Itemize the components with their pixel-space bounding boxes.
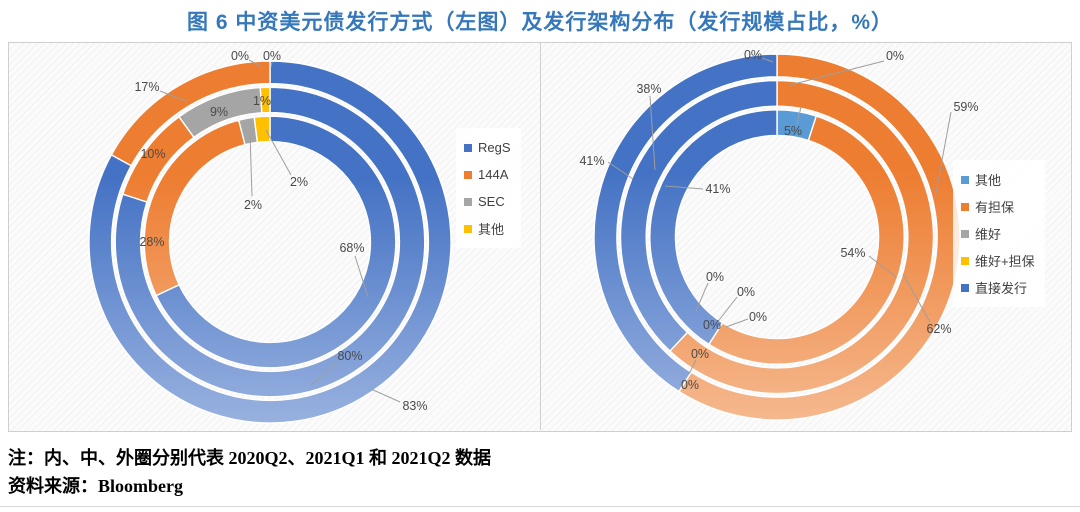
legend-swatch <box>961 256 969 265</box>
legend-label: RegS <box>478 140 511 155</box>
data-label-维好-2020Q2: 0% <box>749 310 767 324</box>
label-leader-line <box>159 90 187 102</box>
donut-slice-有担保-2021Q1 <box>668 79 935 395</box>
data-label-直接发行-2021Q2: 41% <box>579 154 604 168</box>
legend-item-144A: 144A <box>464 161 511 188</box>
donut-slice-144A-2021Q2 <box>110 60 271 167</box>
legend-swatch <box>464 170 472 179</box>
panel-divider <box>540 43 541 430</box>
donut-slice-其他-2021Q1 <box>259 86 271 114</box>
legend-label: 有担保 <box>975 200 1015 215</box>
data-label-SEC-2021Q2: 0% <box>231 49 249 63</box>
legend-swatch <box>464 143 472 152</box>
legend-label: 其他 <box>975 173 1002 188</box>
donut-slice-RegS-2020Q2 <box>155 115 397 369</box>
label-leader-line <box>868 255 897 278</box>
legend-swatch <box>961 202 969 211</box>
label-leader-line <box>248 59 263 68</box>
legend-item-其他: 其他 <box>464 215 511 242</box>
label-leader-line <box>695 282 709 312</box>
data-label-维好+担保-2021Q1: 0% <box>737 285 755 299</box>
data-label-维好-2021Q1: 0% <box>706 270 724 284</box>
label-leader-line <box>370 388 401 403</box>
label-leader-line <box>270 61 273 68</box>
donut-slice-直接发行-2021Q2 <box>593 53 778 393</box>
figure-note: 注：内、中、外圈分别代表 2020Q2、2021Q1 和 2021Q2 数据 <box>8 448 492 468</box>
label-leader-line <box>761 57 774 63</box>
label-leader-line <box>265 129 292 176</box>
legend-label: 维好+担保 <box>975 254 1035 269</box>
legend-label: 144A <box>478 167 509 182</box>
legend-label: SEC <box>478 194 505 209</box>
legend-swatch <box>961 283 969 292</box>
label-leader-line <box>796 106 802 125</box>
data-label-维好+担保-2020Q2: 0% <box>703 318 721 332</box>
data-label-SEC-2021Q1: 9% <box>210 105 228 119</box>
legend-label: 直接发行 <box>975 281 1028 296</box>
legend-swatch <box>464 224 472 233</box>
data-label-其他-2021Q1: 1% <box>253 94 271 108</box>
legend-left: RegS 144A SEC 其他 <box>456 128 521 248</box>
data-label-RegS-2021Q2: 83% <box>402 399 427 413</box>
data-label-RegS-2021Q1: 80% <box>337 349 362 363</box>
label-leader-line <box>249 133 253 197</box>
legend-item-直接发行: 直接发行 <box>961 274 1035 301</box>
label-leader-line <box>354 255 369 298</box>
donut-slice-RegS-2021Q1 <box>114 86 426 398</box>
legend-item-维好+担保: 维好+担保 <box>961 247 1035 274</box>
donut-slice-其他-2020Q2 <box>253 115 271 144</box>
data-label-其他-2021Q1: 0% <box>886 49 904 63</box>
donut-slice-直接发行-2021Q1 <box>619 79 778 353</box>
legend-item-RegS: RegS <box>464 134 511 161</box>
legend-swatch <box>961 175 969 184</box>
data-label-有担保-2021Q1: 62% <box>926 322 951 336</box>
source-note: 资料来源：Bloomberg <box>8 476 183 496</box>
data-label-RegS-2020Q2: 68% <box>339 241 364 255</box>
legend-label: 维好 <box>975 227 1002 242</box>
data-label-维好+担保-2021Q2: 0% <box>681 378 699 392</box>
label-leader-line <box>607 161 634 180</box>
legend-item-SEC: SEC <box>464 188 511 215</box>
data-label-144A-2020Q2: 28% <box>139 235 164 249</box>
legend-swatch <box>464 197 472 206</box>
data-label-有担保-2021Q2: 59% <box>953 100 978 114</box>
legend-label: 其他 <box>478 222 505 237</box>
donut-slice-直接发行-2020Q2 <box>649 109 778 346</box>
label-leader-line <box>310 361 339 386</box>
legend-item-其他: 其他 <box>961 166 1035 193</box>
data-label-直接发行-2021Q1: 38% <box>636 82 661 96</box>
data-label-144A-2021Q2: 17% <box>134 80 159 94</box>
legend-item-维好: 维好 <box>961 220 1035 247</box>
data-label-其他-2020Q2: 5% <box>784 124 802 138</box>
data-label-其他-2021Q2: 0% <box>744 48 762 62</box>
bottom-rule <box>0 506 1080 507</box>
label-leader-line <box>664 185 704 190</box>
data-label-其他-2021Q2: 0% <box>263 49 281 63</box>
label-leader-line <box>715 296 738 325</box>
label-leader-line <box>725 318 749 328</box>
data-label-其他-2020Q2: 2% <box>290 175 308 189</box>
data-label-有担保-2020Q2: 54% <box>840 246 865 260</box>
data-label-直接发行-2020Q2: 41% <box>705 182 730 196</box>
donut-slice-RegS-2021Q2 <box>88 60 452 424</box>
legend-item-有担保: 有担保 <box>961 193 1035 220</box>
label-leader-line <box>789 60 885 86</box>
figure-title: 图 6 中资美元债发行方式（左图）及发行架构分布（发行规模占比，%） <box>186 11 894 34</box>
label-leader-line <box>934 111 952 199</box>
data-label-维好-2021Q2: 0% <box>691 347 709 361</box>
data-label-144A-2021Q1: 10% <box>140 147 165 161</box>
label-leader-line <box>688 359 697 375</box>
data-label-SEC-2020Q2: 2% <box>244 198 262 212</box>
legend-swatch <box>961 229 969 238</box>
label-leader-line <box>902 273 931 323</box>
legend-right: 其他有担保维好维好+担保直接发行 <box>953 160 1045 307</box>
label-leader-line <box>649 95 656 171</box>
